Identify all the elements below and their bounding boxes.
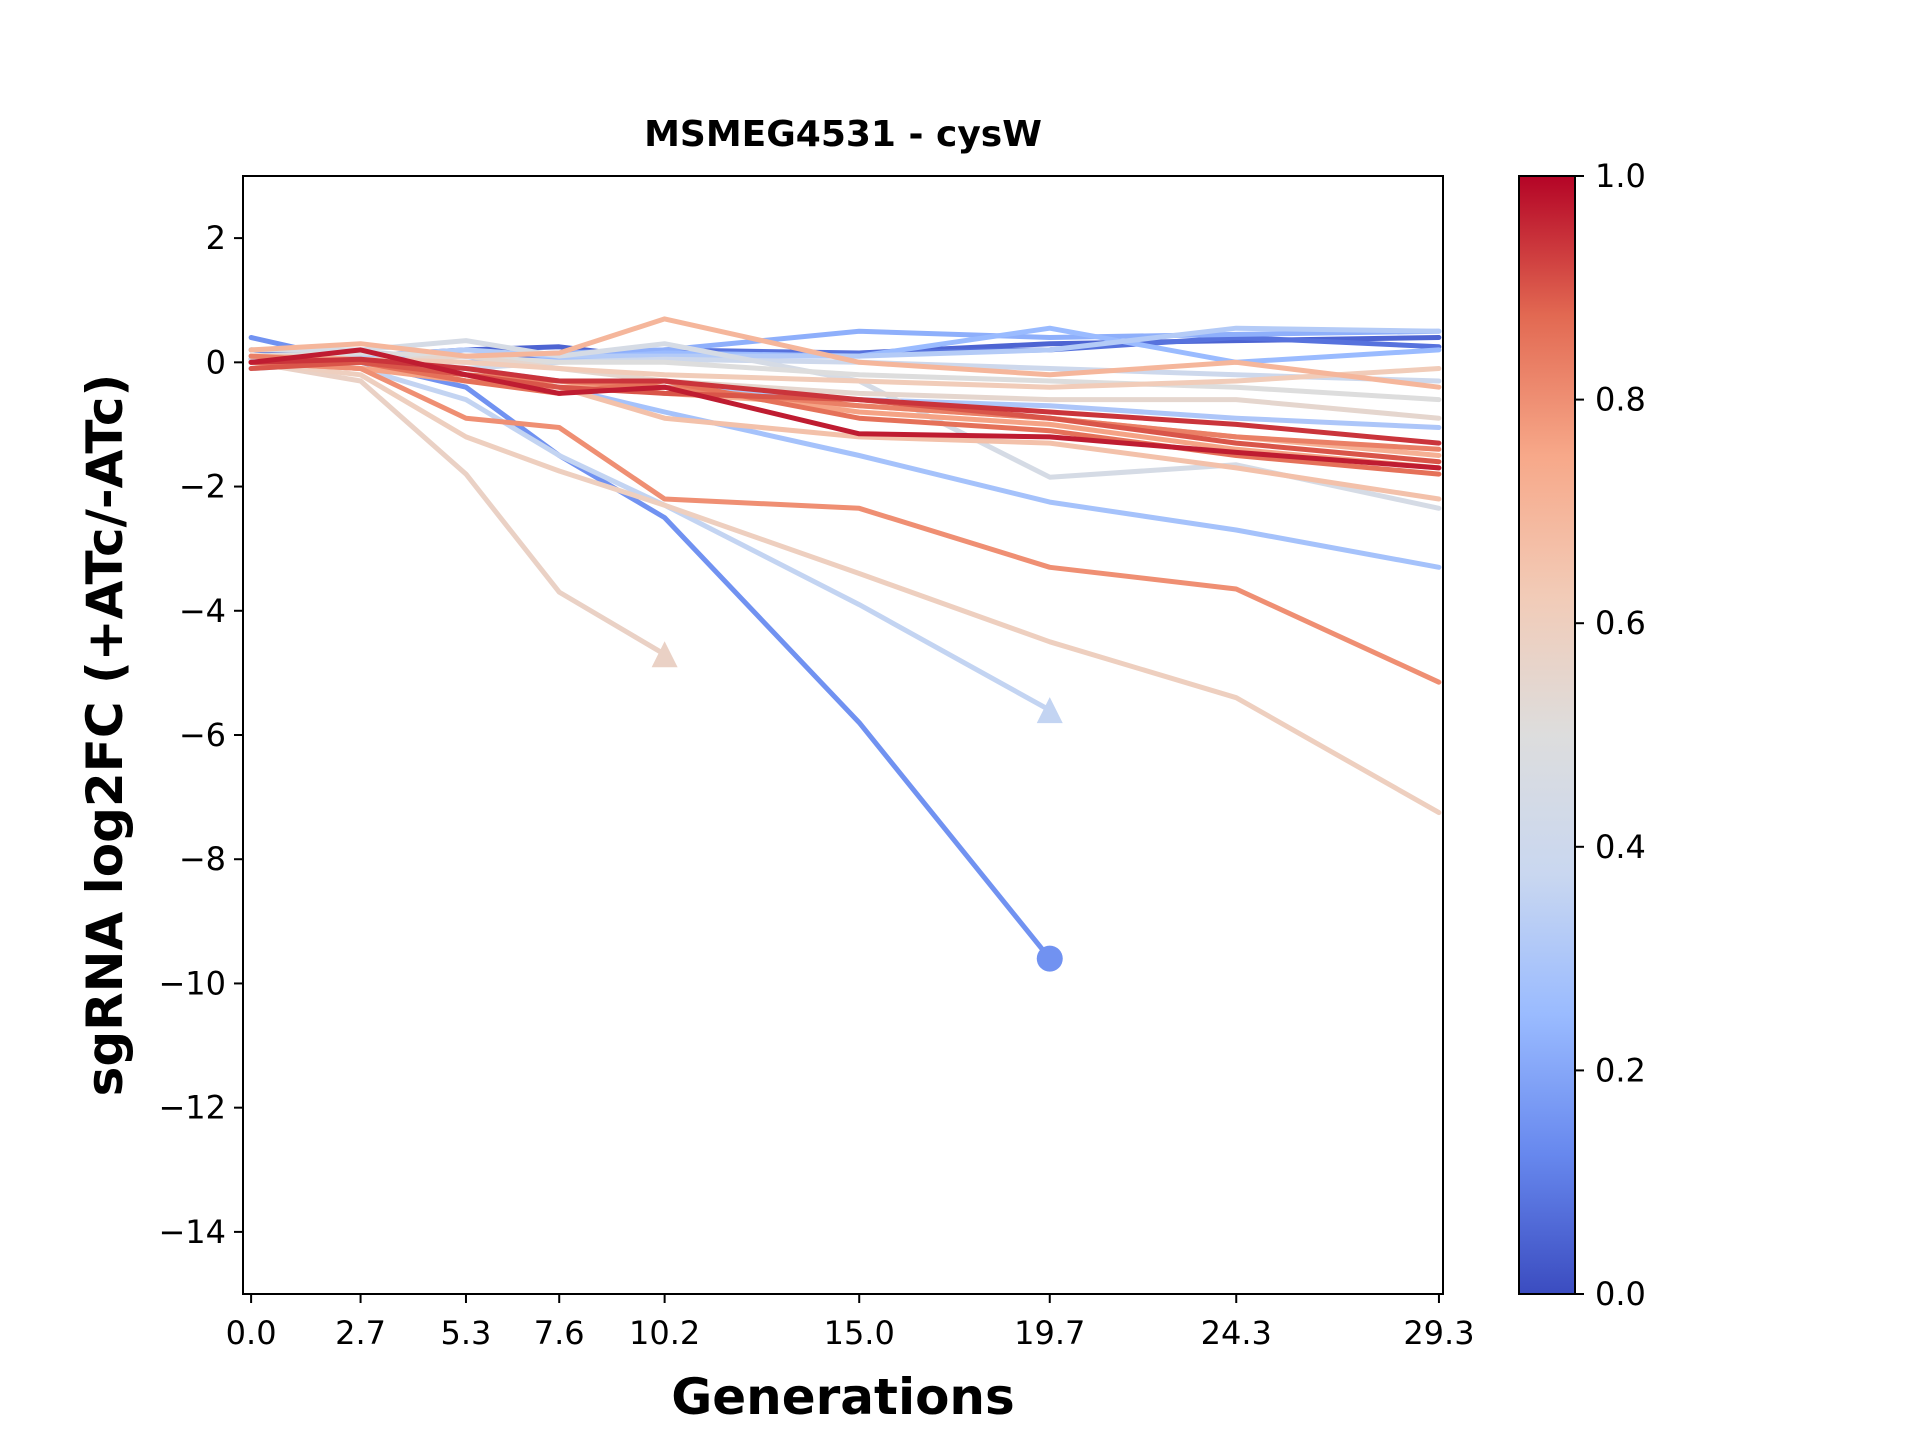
x-tick-label: 5.3 <box>441 1314 492 1352</box>
series-line-14 <box>248 359 668 657</box>
y-tick-label: −12 <box>158 1089 226 1127</box>
y-tick-label: −4 <box>179 592 226 630</box>
x-tick-label: 19.7 <box>1014 1314 1085 1352</box>
colorbar-tick-label: 1.0 <box>1595 157 1646 195</box>
x-tick-label: 15.0 <box>824 1314 895 1352</box>
y-tick-label: 2 <box>206 219 226 257</box>
series-line-18 <box>248 316 1442 390</box>
y-tick-label: −6 <box>179 716 226 754</box>
series-end-marker-14 <box>651 641 678 668</box>
x-axis: 0.0 2.7 5.3 7.6 10.2 15.0 19.7 24.3 29.3 <box>226 1294 1475 1352</box>
series-end-marker-3 <box>1036 945 1063 972</box>
series-line-26 <box>248 347 1442 471</box>
plot-area: 0.0 2.7 5.3 7.6 10.2 15.0 19.7 24.3 29.3 2 0 −2 −4 −… <box>158 175 1475 1352</box>
x-tick-label: 29.3 <box>1403 1314 1474 1352</box>
colorbar-gradient <box>1518 175 1576 1295</box>
y-axis-label: sgRNA log2FC (+ATc/-ATc) <box>76 374 134 1097</box>
x-tick-label: 2.7 <box>335 1314 386 1352</box>
y-tick-label: −14 <box>158 1213 226 1251</box>
y-tick-label: −8 <box>179 840 226 878</box>
x-tick-label: 7.6 <box>534 1314 585 1352</box>
end-marker-layer <box>651 641 1063 972</box>
x-axis-label: Generations <box>671 1368 1015 1426</box>
colorbar-tick-label: 0.8 <box>1595 381 1646 419</box>
series-line-21 <box>248 359 1442 685</box>
series-line-25 <box>248 356 1442 446</box>
colorbar-axis: 0.0 0.2 0.4 0.6 0.8 1.0 <box>1575 157 1646 1313</box>
x-tick-label: 10.2 <box>629 1314 700 1352</box>
x-tick-label: 0.0 <box>226 1314 277 1352</box>
colorbar: 0.0 0.2 0.4 0.6 0.8 1.0 <box>1518 157 1646 1313</box>
chart-title: MSMEG4531 - cysW <box>644 114 1042 155</box>
colorbar-tick-label: 0.6 <box>1595 604 1646 642</box>
colorbar-tick-label: 0.4 <box>1595 828 1646 866</box>
series-layer <box>248 316 1442 962</box>
y-axis: 2 0 −2 −4 −6 −8 −10 −12 −14 <box>158 219 243 1251</box>
x-tick-label: 24.3 <box>1201 1314 1272 1352</box>
colorbar-tick-label: 0.2 <box>1595 1051 1646 1089</box>
y-tick-label: 0 <box>206 343 226 381</box>
colorbar-tick-label: 0.0 <box>1595 1275 1646 1313</box>
series-line-15 <box>248 359 1442 816</box>
y-tick-label: −10 <box>158 964 226 1002</box>
y-tick-label: −2 <box>179 468 226 506</box>
series-line-24 <box>248 359 1442 465</box>
series-end-marker-9 <box>1036 697 1063 724</box>
